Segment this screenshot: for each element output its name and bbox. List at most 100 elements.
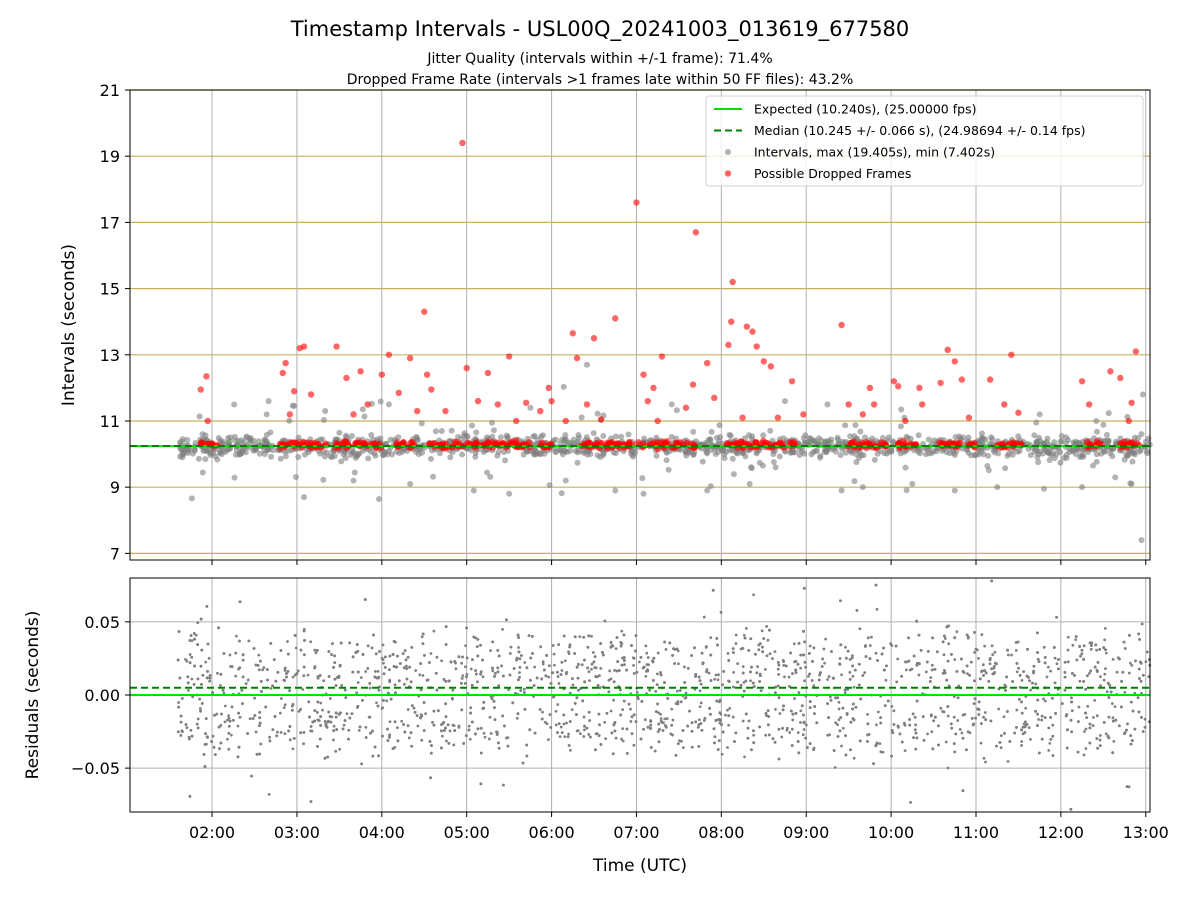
residual-point <box>892 723 896 726</box>
residual-point <box>355 691 359 695</box>
residual-point <box>696 725 700 729</box>
residual-point <box>894 644 898 648</box>
residual-point <box>334 749 338 753</box>
residual-point <box>1036 651 1039 654</box>
residual-point <box>663 640 666 644</box>
residual-point <box>1015 662 1019 665</box>
residual-point <box>523 661 527 664</box>
interval-point <box>590 430 597 437</box>
residual-point <box>327 710 331 714</box>
residual-point <box>866 636 870 640</box>
residual-point <box>900 674 904 678</box>
residual-point <box>808 742 812 745</box>
interval-point <box>351 469 358 476</box>
residual-point <box>635 670 639 674</box>
residual-point <box>375 676 379 680</box>
residual-point <box>611 752 615 756</box>
residual-point <box>187 689 190 692</box>
residual-point <box>1141 730 1145 733</box>
residual-point <box>1080 648 1084 652</box>
residual-point <box>793 660 797 664</box>
residuals-y-tick-label: 0.00 <box>84 686 120 705</box>
interval-point <box>361 413 368 420</box>
residual-point <box>630 715 634 719</box>
residual-point <box>945 678 949 682</box>
residual-point <box>811 660 814 663</box>
residual-point <box>419 713 423 717</box>
residual-point <box>229 733 233 737</box>
residual-point <box>1022 670 1025 674</box>
residual-point <box>631 656 635 660</box>
residual-point <box>799 666 803 670</box>
residual-point <box>741 671 745 675</box>
residual-point <box>649 746 653 749</box>
residual-point <box>960 731 964 735</box>
interval-point <box>925 445 932 452</box>
interval-point <box>231 401 238 408</box>
residual-point <box>1017 697 1021 701</box>
residual-point <box>1076 750 1080 754</box>
residual-point <box>258 711 262 714</box>
residual-point <box>639 737 643 741</box>
residual-point <box>267 792 271 796</box>
residual-point <box>805 746 809 749</box>
residual-point <box>1088 726 1092 730</box>
interval-point <box>612 433 619 440</box>
residual-point <box>234 674 238 678</box>
interval-point <box>1035 459 1042 466</box>
residual-point <box>282 706 286 710</box>
residual-point <box>476 637 480 641</box>
interval-point <box>469 422 476 429</box>
dropped-frame-point <box>612 315 619 322</box>
residual-point <box>1006 760 1010 763</box>
residual-point <box>781 708 785 712</box>
dropped-frame-point <box>474 397 482 405</box>
interval-point <box>902 464 909 471</box>
residual-point <box>755 671 759 675</box>
residual-point <box>599 743 603 746</box>
residual-point <box>196 717 200 721</box>
interval-point <box>780 435 787 442</box>
residual-point <box>777 727 781 731</box>
residual-point <box>947 684 951 688</box>
residual-point <box>1096 746 1100 750</box>
residual-point <box>1104 651 1108 655</box>
residual-point <box>1138 638 1141 641</box>
interval-point <box>1101 448 1108 455</box>
residual-point <box>872 762 875 766</box>
residual-point <box>930 730 934 734</box>
residual-point <box>659 712 662 716</box>
residual-point <box>946 714 950 718</box>
residual-point <box>967 635 970 639</box>
residual-point <box>803 660 807 664</box>
dropped-frame-point <box>350 411 357 418</box>
interval-point <box>247 435 254 442</box>
residual-point <box>844 656 848 660</box>
dropped-frame-point <box>364 401 371 408</box>
residual-point <box>1040 714 1044 718</box>
residual-point <box>1069 718 1073 722</box>
interval-point <box>871 456 878 463</box>
residual-point <box>984 718 988 722</box>
residual-point <box>576 662 580 666</box>
residual-point <box>368 715 372 719</box>
residual-point <box>936 724 940 728</box>
interval-point <box>558 490 565 497</box>
residual-point <box>613 721 616 725</box>
residual-point <box>1107 736 1111 740</box>
dropped-frame-point <box>951 358 958 365</box>
intervals-y-tick-label: 7 <box>110 544 120 563</box>
residual-point <box>846 649 850 653</box>
dropped-frame-point <box>870 401 878 408</box>
dropped-frame-point <box>703 359 711 367</box>
residual-point <box>246 678 250 682</box>
residual-point <box>788 731 792 734</box>
residual-point <box>907 636 910 640</box>
residual-point <box>288 689 291 693</box>
residual-point <box>863 671 867 675</box>
dropped-frame-point <box>1085 401 1093 408</box>
residual-point <box>679 700 683 704</box>
residual-point <box>742 689 746 693</box>
residual-point <box>587 670 591 674</box>
residual-point <box>649 720 653 723</box>
